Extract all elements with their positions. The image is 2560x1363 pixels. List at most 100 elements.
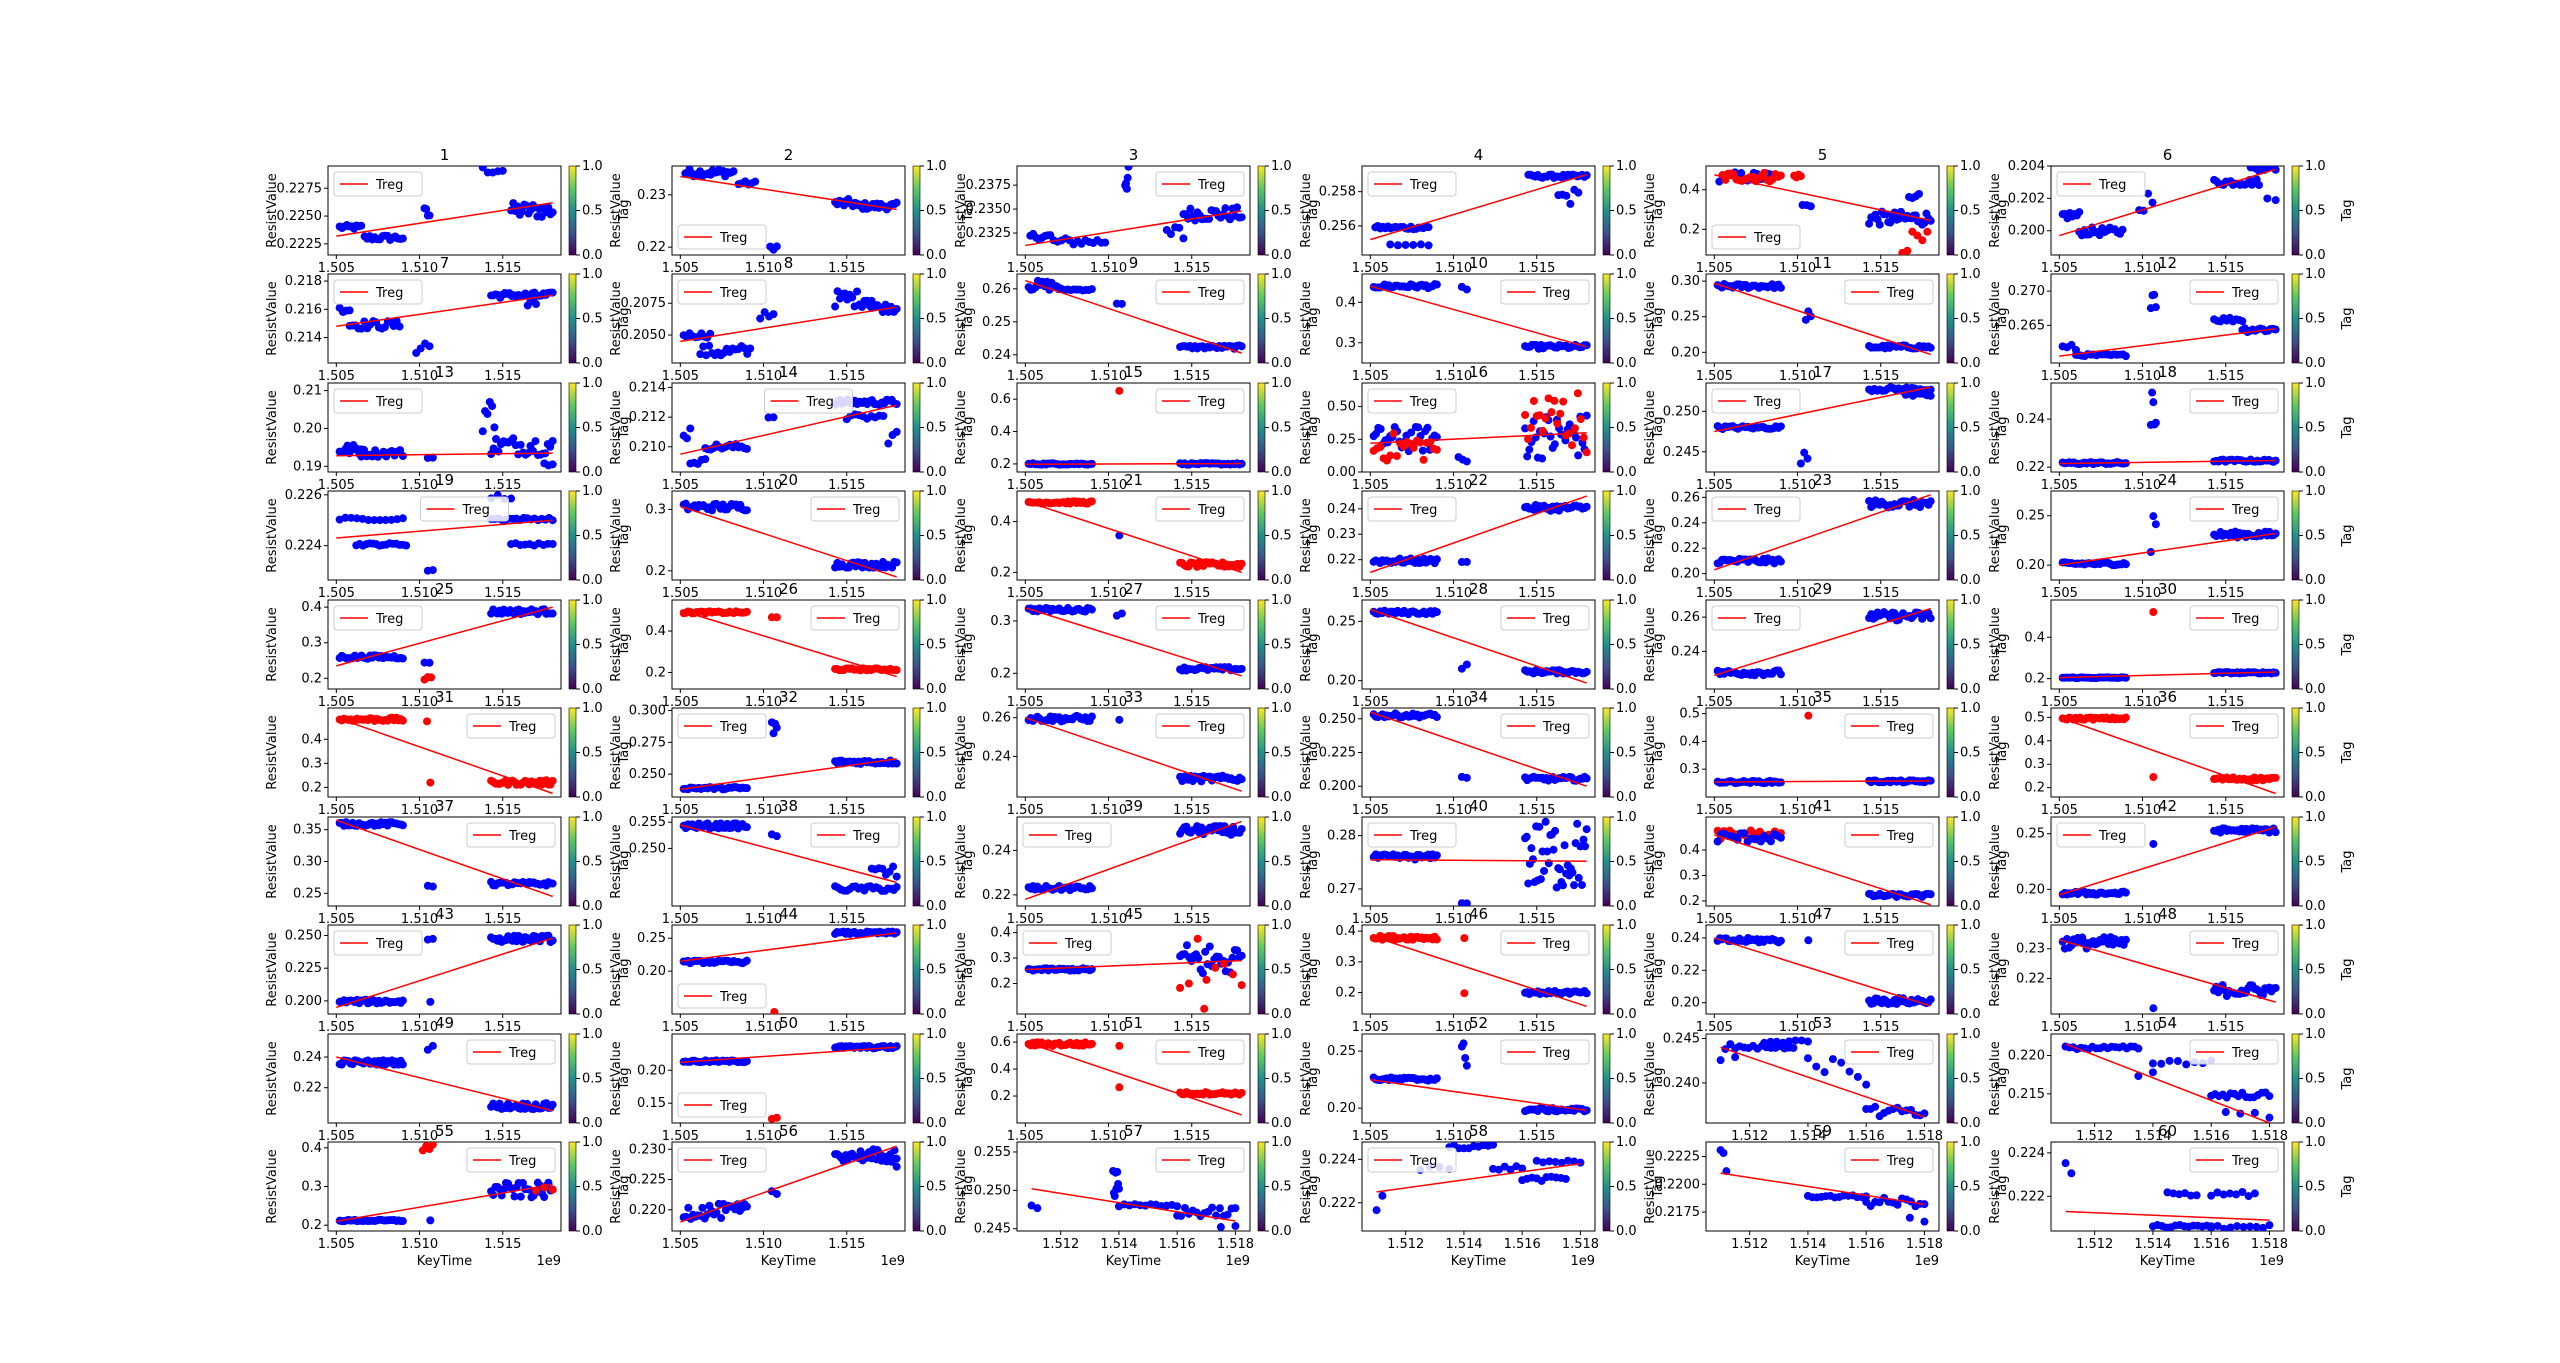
data-point-tag-0 [1087,712,1096,721]
data-point-tag-0 [751,177,760,186]
x-tick-label: 1.510 [1435,261,1472,276]
subplot-title: 35 [1813,688,1832,706]
data-point-tag-0 [772,832,781,841]
colorbar-tick-label: 1.0 [1960,484,1981,499]
x-tick-label: 1.505 [318,261,355,276]
colorbar-tick-label: 0.0 [926,465,947,480]
y-axis-label: ResistValue [1988,932,2003,1006]
data-point-tag-1 [2271,773,2280,782]
y-tick-label: 0.23 [637,188,666,203]
subplot-title: 19 [435,471,454,489]
x-tick-label: 1.515 [828,1020,865,1035]
colorbar-label: Tag [2340,199,2355,222]
data-point-tag-1 [1547,408,1556,417]
y-tick-label: 0.226 [285,488,322,503]
subplot-title: 16 [1469,363,1488,381]
y-tick-label: 0.2275 [277,181,323,196]
colorbar-gradient [1257,490,1266,581]
legend-box [677,224,767,250]
data-point-tag-1 [1237,981,1246,990]
treg-line [1370,173,1587,241]
legend-label: Treg [1409,395,1437,410]
data-point-tag-0 [892,558,901,567]
legend-box [333,388,423,414]
data-point-tag-0 [428,882,437,891]
data-point-tag-0 [2149,839,2158,848]
legend-box [1155,279,1245,305]
subplot-title: 48 [2158,905,2177,923]
colorbar-gradient [912,599,921,690]
subplot-23: 23 0.20 0.22 0.24 0.26 ResistValue 1.505 1.510 1… [1643,471,2010,601]
colorbar-gradient [912,816,921,907]
data-point-tag-0 [1117,299,1126,308]
colorbar-label: Tag [1651,307,1666,330]
colorbar-gradient [1946,273,1955,364]
data-point-tag-0 [1550,440,1559,449]
colorbar: 0.0 0.5 1.0 Tag [2291,484,2355,588]
legend: Treg [1844,1039,1934,1065]
data-point-tag-0 [347,513,356,522]
data-point-tag-0 [2255,181,2264,190]
y-axis-label: ResistValue [954,715,969,789]
colorbar-tick-label: 0.0 [2305,465,2326,480]
colorbar-tick-label: 0.5 [1960,204,1981,219]
colorbar-tick-label: 0.5 [1616,963,1637,978]
x-tick-label: 1.510 [745,261,782,276]
data-point-tag-0 [398,996,407,1005]
data-point-tag-0 [478,427,487,436]
data-point-tag-0 [1926,890,1935,899]
data-point-tag-1 [1556,409,1565,418]
y-axis-label: ResistValue [265,824,280,898]
x-tick-label: 1.510 [1779,1020,1816,1035]
colorbar-gradient [1946,707,1955,798]
data-point-tag-0 [2121,352,2130,361]
y-axis-label: ResistValue [954,932,969,1006]
data-point-tag-0 [1416,240,1425,249]
data-point-tag-0 [1582,502,1591,511]
x-tick-label: 1.510 [1435,478,1472,493]
y-tick-label: 0.6 [990,1035,1011,1050]
data-point-tag-0 [2265,1092,2274,1101]
colorbar-tick-label: 0.5 [582,746,603,761]
y-tick-label: 0.214 [629,380,666,395]
x-tick-label: 1.505 [2041,586,2078,601]
data-point-tag-0 [357,324,366,333]
colorbar-tick-label: 0.5 [1616,638,1637,653]
subplot-title: 29 [1813,580,1832,598]
data-point-tag-0 [1731,1053,1740,1062]
y-tick-label: 0.2 [990,976,1011,991]
data-point-tag-0 [1776,557,1785,566]
x-tick-label: 1.510 [1435,803,1472,818]
legend-label: Treg [462,503,490,518]
y-axis-label: ResistValue [609,281,624,355]
x-tick-label: 1.510 [1779,803,1816,818]
colorbar-tick-label: 0.0 [1960,1007,1981,1022]
x-tick-label: 1.510 [1435,369,1472,384]
data-point-tag-0 [1926,614,1935,623]
colorbar-tick-label: 0.0 [2305,573,2326,588]
data-point-tag-0 [518,207,527,216]
legend: Treg [1367,822,1457,848]
data-point-tag-0 [1237,951,1246,960]
x-tick-label: 1.510 [2124,261,2161,276]
subplot-title: 53 [1813,1014,1832,1032]
data-point-tag-1 [1193,934,1202,943]
legend-label: Treg [1886,937,1914,952]
x-tick-label: 1.505 [2041,261,2078,276]
y-tick-label: 0.2 [301,671,322,686]
data-point-tag-0 [2151,303,2160,312]
y-tick-label: 0.22 [293,1081,322,1096]
treg-line [1714,174,1931,222]
colorbar-tick-label: 0.0 [2305,356,2326,371]
y-tick-label: 0.245 [1663,445,1700,460]
legend-label: Treg [2231,286,2259,301]
y-tick-label: 0.2 [645,564,666,579]
y-tick-label: 0.3 [1335,955,1356,970]
y-axis-label: ResistValue [1299,173,1314,247]
subplot-title: 4 [1474,146,1484,164]
colorbar-label: Tag [1306,199,1321,222]
legend: Treg [1500,1039,1590,1065]
colorbar-tick-label: 0.0 [1616,790,1637,805]
colorbar-tick-label: 0.0 [1271,1007,1292,1022]
data-point-tag-0 [892,198,901,207]
